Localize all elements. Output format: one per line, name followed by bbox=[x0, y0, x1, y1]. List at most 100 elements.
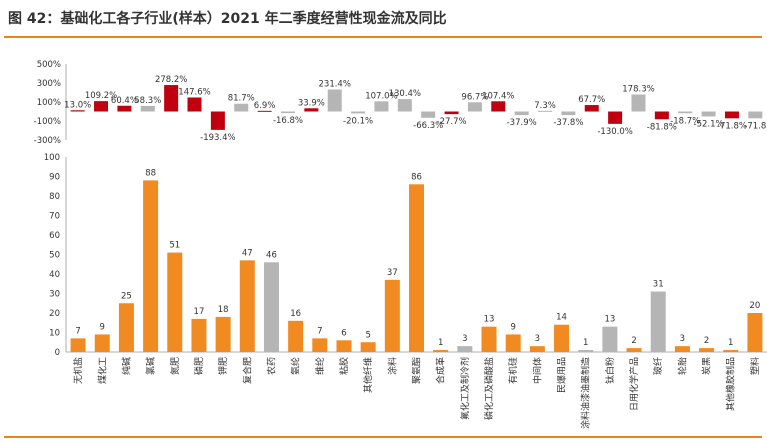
yoy-bar bbox=[164, 85, 179, 112]
yoy-data-label: 60.4% bbox=[111, 96, 138, 106]
cashflow-data-label: 2 bbox=[631, 336, 636, 346]
yoy-data-label: 81.7% bbox=[228, 94, 255, 104]
category-label: 其他橡胶制品 bbox=[725, 357, 737, 411]
category-label: 维纶 bbox=[314, 357, 326, 375]
yoy-data-label: -18.7% bbox=[670, 116, 700, 126]
cashflow-bar bbox=[554, 324, 570, 352]
cashflow-y-tick-label: 10 bbox=[49, 329, 60, 339]
yoy-bar bbox=[187, 97, 202, 112]
cashflow-data-label: 17 bbox=[194, 307, 205, 317]
cashflow-chart: 01020304050607080901007无机盐9煤化工25纯碱88氯碱51… bbox=[44, 153, 767, 429]
cashflow-y-tick-label: 40 bbox=[49, 270, 60, 280]
cashflow-data-label: 5 bbox=[365, 330, 370, 340]
yoy-bar bbox=[514, 111, 529, 116]
cashflow-bar bbox=[167, 252, 183, 352]
yoy-bar bbox=[374, 101, 389, 112]
yoy-data-label: -66.3% bbox=[413, 121, 443, 131]
cashflow-y-tick-label: 60 bbox=[49, 231, 60, 241]
yoy-data-label: 67.7% bbox=[578, 95, 605, 105]
cashflow-data-label: 46 bbox=[266, 250, 277, 260]
category-label: 涂料 bbox=[386, 357, 398, 375]
cashflow-bar bbox=[118, 303, 134, 352]
cashflow-data-label: 14 bbox=[556, 313, 567, 323]
yoy-data-label: -20.1% bbox=[343, 116, 373, 126]
cashflow-y-tick-label: 20 bbox=[49, 309, 60, 319]
chart-title: 图 42：基础化工各子行业(样本）2021 年二季度经营性现金流及同比 bbox=[8, 11, 447, 27]
cashflow-data-label: 37 bbox=[387, 268, 398, 278]
yoy-data-label: 7.3% bbox=[534, 101, 556, 111]
cashflow-data-label: 9 bbox=[510, 322, 515, 332]
cashflow-y-tick-label: 30 bbox=[49, 290, 60, 300]
yoy-data-label: 231.4% bbox=[319, 80, 351, 90]
category-label: 塑料 bbox=[749, 357, 761, 375]
cashflow-data-label: 3 bbox=[535, 334, 540, 344]
cashflow-y-tick-label: 0 bbox=[55, 348, 60, 358]
category-label: 钾肥 bbox=[217, 357, 229, 375]
yoy-bar bbox=[538, 110, 553, 112]
cashflow-data-label: 3 bbox=[462, 334, 467, 344]
yoy-bar bbox=[584, 105, 599, 112]
cashflow-data-label: 25 bbox=[121, 291, 132, 301]
cashflow-bar bbox=[529, 346, 545, 352]
yoy-data-label: -71.8 bbox=[744, 121, 766, 131]
category-label: 粘胶 bbox=[338, 357, 350, 375]
cashflow-data-label: 20 bbox=[749, 301, 760, 311]
yoy-bar bbox=[234, 103, 249, 112]
yoy-bar bbox=[444, 111, 459, 115]
yoy-data-label: -52.1% bbox=[694, 119, 724, 129]
yoy-bar bbox=[678, 111, 693, 114]
yoy-data-label: 96.7% bbox=[461, 92, 488, 102]
yoy-bar bbox=[748, 111, 763, 119]
yoy-bar bbox=[654, 111, 669, 120]
category-label: 氮肥 bbox=[169, 357, 181, 375]
yoy-y-tick-label: 300% bbox=[37, 79, 61, 89]
yoy-data-label: -71.8% bbox=[717, 121, 747, 131]
yoy-bar bbox=[70, 110, 85, 112]
title-rule bbox=[4, 36, 762, 38]
cashflow-bar bbox=[433, 350, 449, 352]
yoy-data-label: -37.9% bbox=[507, 118, 537, 128]
yoy-bar bbox=[467, 102, 482, 112]
cashflow-data-label: 7 bbox=[75, 326, 80, 336]
category-label: 有机硅 bbox=[507, 357, 519, 384]
yoy-data-label: -193.4% bbox=[200, 133, 235, 143]
yoy-bar bbox=[724, 111, 739, 119]
category-label: 其他纤维 bbox=[362, 357, 374, 393]
yoy-bar bbox=[421, 111, 436, 118]
yoy-bar bbox=[351, 111, 366, 114]
category-label: 钛白粉 bbox=[604, 357, 616, 384]
yoy-data-label: 58.3% bbox=[134, 96, 161, 106]
cashflow-data-label: 1 bbox=[583, 338, 588, 348]
cashflow-data-label: 1 bbox=[728, 338, 733, 348]
yoy-chart: -300% -100% 100% 300% 500% 13.0%109.2%60.4%58… bbox=[34, 60, 767, 146]
cashflow-bar bbox=[191, 318, 207, 352]
yoy-y-tick-label: -100% bbox=[34, 117, 61, 127]
cashflow-bar bbox=[723, 350, 739, 352]
yoy-data-label: -81.8% bbox=[647, 122, 677, 132]
category-label: 无机盐 bbox=[72, 357, 84, 384]
yoy-y-tick-label: -300% bbox=[34, 136, 61, 146]
yoy-data-label: 33.9% bbox=[298, 98, 325, 108]
cashflow-bar bbox=[70, 338, 86, 352]
category-label: 煤化工 bbox=[96, 357, 108, 384]
cashflow-data-label: 86 bbox=[411, 172, 422, 182]
yoy-bar bbox=[257, 110, 272, 112]
yoy-bar bbox=[631, 94, 646, 112]
cashflow-bar bbox=[602, 326, 618, 352]
cashflow-bar bbox=[699, 348, 715, 352]
cashflow-bar bbox=[360, 342, 376, 352]
yoy-y-tick-label: 100% bbox=[37, 98, 61, 108]
category-label: 氨纶 bbox=[290, 357, 302, 375]
yoy-bar bbox=[608, 111, 623, 124]
yoy-data-label: 107.0% bbox=[365, 91, 397, 101]
cashflow-bar bbox=[481, 326, 497, 352]
cashflow-bar bbox=[288, 320, 304, 352]
yoy-y-tick-label: 500% bbox=[37, 60, 61, 70]
yoy-bar bbox=[140, 105, 155, 112]
cashflow-data-label: 88 bbox=[145, 168, 156, 178]
cashflow-bar bbox=[626, 348, 642, 352]
yoy-bar bbox=[701, 111, 716, 117]
cashflow-data-label: 9 bbox=[100, 322, 105, 332]
cashflow-data-label: 31 bbox=[653, 280, 664, 290]
cashflow-data-label: 6 bbox=[341, 328, 346, 338]
